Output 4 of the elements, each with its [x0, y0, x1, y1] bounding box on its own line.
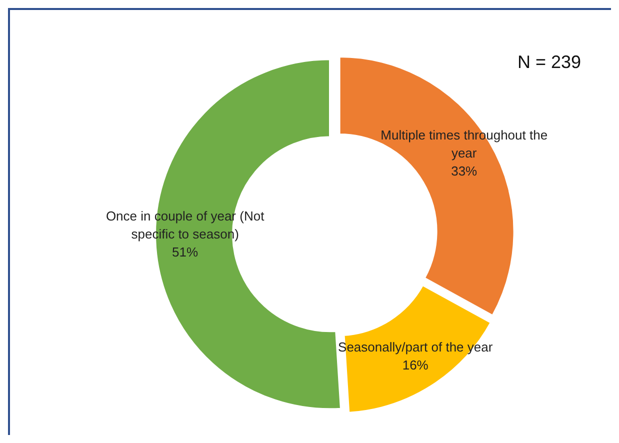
- data-label: 51%: [172, 244, 199, 260]
- text: N = 239: [517, 52, 581, 72]
- data-label: 33%: [451, 164, 478, 179]
- data-label: 16%: [402, 358, 429, 373]
